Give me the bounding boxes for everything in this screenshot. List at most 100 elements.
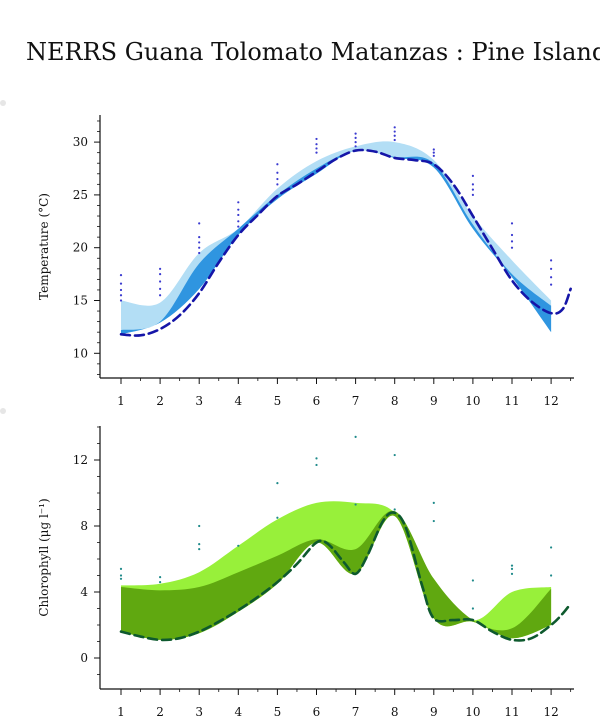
chl-x-tick-label: 4 (234, 705, 242, 719)
chl-data-point (510, 567, 514, 571)
chl-data-point (315, 463, 318, 467)
chl-x-tick-label: 8 (391, 705, 399, 719)
chl-data-point (432, 501, 435, 504)
temp-x-tick-label: 9 (430, 394, 438, 408)
temp-data-point (159, 267, 162, 270)
chl-data-point (510, 572, 514, 575)
temp-x-tick-label: 8 (391, 394, 399, 408)
temp-y-tick-label: 15 (73, 294, 88, 308)
temp-data-point (471, 193, 474, 196)
chl-data-point (237, 544, 240, 547)
temp-data-point (198, 236, 201, 239)
temp-x-tick-label: 10 (465, 394, 480, 408)
temp-x-tick-label: 5 (274, 394, 282, 408)
temp-data-point (471, 174, 474, 177)
temp-data-point (198, 241, 201, 244)
chl-data-point (354, 435, 357, 438)
chl-y-axis-title: Chlorophyll (μg l⁻¹) (37, 498, 51, 616)
temp-data-point (510, 222, 514, 225)
temp-data-point (510, 240, 514, 243)
temp-data-point (198, 222, 201, 225)
chl-y-tick-label: 4 (80, 585, 88, 599)
temp-data-point (119, 299, 123, 302)
page-title: NERRS Guana Tolomato Matanzas : Pine Isl… (26, 38, 600, 66)
temp-data-point (432, 151, 435, 154)
chl-data-point (119, 577, 123, 580)
temp-data-point (315, 143, 318, 146)
temp-data-point (550, 259, 553, 262)
chl-data-point (159, 576, 162, 579)
chl-data-point (198, 548, 201, 551)
temp-data-point (393, 130, 396, 133)
temp-data-point (276, 171, 279, 174)
temp-data-point (354, 141, 357, 144)
temp-data-point (354, 136, 357, 139)
temp-data-point (315, 147, 318, 150)
temp-data-point (550, 267, 553, 270)
temp-data-point (510, 233, 514, 237)
chl-x-tick-label: 2 (156, 705, 164, 719)
temp-data-point (237, 201, 240, 204)
chl-data-point (276, 516, 279, 519)
chl-data-point (550, 574, 553, 577)
temp-x-tick-label: 2 (156, 394, 164, 408)
temp-data-point (471, 183, 474, 186)
temp-x-tick-label: 4 (234, 394, 242, 408)
temp-x-tick-label: 6 (313, 394, 321, 408)
chl-x-tick-label: 10 (465, 705, 480, 719)
chl-data-point (198, 524, 201, 528)
temp-data-point (237, 220, 240, 223)
temp-data-point (393, 134, 396, 137)
temp-data-point (237, 225, 240, 228)
temp-data-point (159, 294, 162, 297)
temp-data-point (198, 251, 201, 255)
chl-x-tick-label: 1 (117, 705, 125, 719)
temp-data-point (119, 294, 123, 297)
chl-x-tick-label: 12 (543, 705, 558, 719)
chl-data-point (315, 457, 318, 460)
temp-data-point (432, 148, 435, 151)
chl-x-tick-label: 11 (504, 705, 519, 719)
chl-data-point (354, 503, 357, 506)
chl-data-point (510, 564, 514, 567)
temp-x-tick-label: 12 (543, 394, 558, 408)
chl-mean-line (119, 511, 572, 642)
temp-data-point (159, 273, 162, 276)
temp-data-point (237, 213, 240, 217)
temp-y-axis-title: Temperature (°C) (37, 193, 51, 300)
temp-data-point (276, 163, 279, 166)
chl-x-tick-label: 9 (430, 705, 438, 719)
chl-data-point (432, 519, 435, 523)
chl-x-tick-label: 5 (274, 705, 282, 719)
temp-data-point (354, 132, 357, 135)
temp-data-point (276, 183, 279, 186)
temp-x-tick-label: 3 (195, 394, 203, 408)
chl-y-tick-label: 0 (80, 651, 88, 665)
temp-data-point (432, 154, 435, 157)
chl-data-point (550, 546, 553, 549)
chl-data-point (119, 567, 123, 571)
temp-data-point (315, 137, 318, 141)
temp-x-tick-label: 7 (352, 394, 360, 408)
temp-data-point (119, 288, 123, 292)
temp-data-point (237, 208, 240, 211)
temp-data-point (393, 126, 396, 129)
chl-data-point (198, 543, 201, 546)
chl-y-tick-label: 12 (73, 453, 88, 467)
temp-data-point (315, 151, 318, 154)
temp-y-tick-label: 10 (73, 346, 88, 360)
chl-data-point (119, 574, 123, 577)
temp-x-tick-label: 1 (117, 394, 125, 408)
chl-x-tick-label: 7 (352, 705, 360, 719)
temp-y-tick-label: 25 (73, 188, 88, 202)
temp-data-point (159, 280, 162, 283)
panel-dot-top (0, 100, 6, 106)
chl-data-point (471, 579, 474, 582)
chl-x-tick-label: 6 (313, 705, 321, 719)
chl-data-point (393, 508, 396, 511)
chl-data-point (471, 607, 474, 610)
temp-data-point (471, 188, 474, 191)
chl-data-point (159, 581, 162, 584)
temp-mean-line (119, 148, 572, 337)
